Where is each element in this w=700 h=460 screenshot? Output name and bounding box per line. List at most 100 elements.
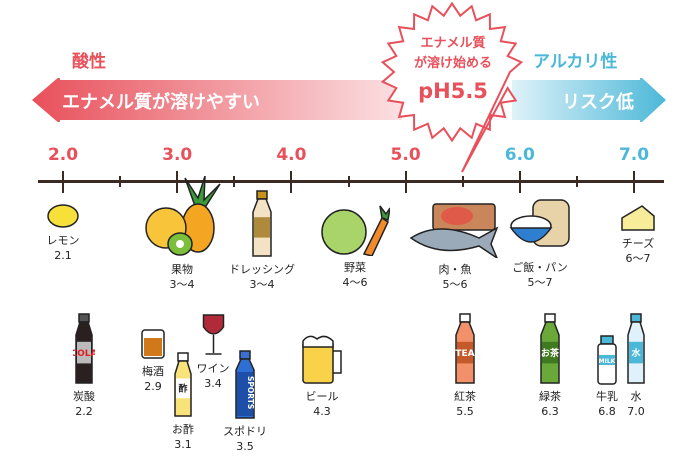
item-name: ワイン: [196, 362, 230, 375]
item-ph: 3.4: [204, 377, 222, 390]
item-ph: 3〜4: [249, 278, 275, 291]
item-name: 肉・魚: [438, 263, 472, 276]
burst-line-1: エナメル質: [420, 36, 486, 51]
food-item: 果物 3〜4: [140, 176, 224, 292]
tick-label: 6.0: [504, 145, 535, 165]
minor-tick: [233, 176, 236, 187]
tick-label: 3.0: [162, 145, 193, 165]
tick-label: 2.0: [47, 145, 79, 165]
item-name: 水: [630, 390, 642, 403]
drink-item: 酢お酢 3.1: [172, 352, 194, 452]
item-name: 野菜: [344, 261, 366, 274]
drink-item: 水水 7.0: [625, 313, 647, 419]
green-tea-bottle-icon: お茶: [538, 313, 562, 385]
beer-mug-icon: [299, 333, 345, 385]
ph55-burst: [380, 1, 524, 173]
cola-bottle-icon: COLA: [73, 313, 95, 385]
drink-item: SPORTS スポドリ 3.5: [223, 350, 267, 454]
minor-tick: [575, 176, 578, 187]
tick-label: 4.0: [276, 145, 307, 165]
wine-glass-icon: [197, 313, 230, 357]
item-ph: 2.9: [144, 380, 162, 393]
item-name: チーズ: [621, 237, 655, 250]
bottle-label-text: COLA: [73, 349, 95, 359]
item-ph: 3.1: [174, 438, 192, 451]
acid-label: 酸性: [72, 52, 106, 72]
item-name: スポドリ: [223, 425, 267, 438]
alkaline-band-text: リスク低: [562, 92, 634, 113]
drink-item: MILK 牛乳 6.8: [596, 335, 618, 419]
acid-band-text: エナメル質が溶けやすい: [62, 92, 260, 113]
minor-tick: [119, 176, 122, 187]
bottle-label-text: SPORTS: [246, 376, 255, 409]
bottle-label-text: 水: [631, 347, 641, 359]
drink-item: TEA 紅茶 5.5: [453, 313, 477, 419]
vinegar-bottle-icon: 酢: [172, 352, 194, 418]
item-name: 紅茶: [454, 390, 476, 403]
drink-item: お茶緑茶 6.3: [538, 313, 562, 419]
food-item: レモン 2.1: [46, 203, 80, 263]
food-item: チーズ 6〜7: [618, 204, 658, 266]
ph-gradient-arrow: [32, 78, 666, 122]
item-ph: 4.3: [313, 405, 331, 418]
item-ph: 6.8: [598, 405, 616, 418]
burst-line-2: が溶け始める: [413, 56, 492, 71]
meat-fish-icon: [409, 202, 501, 258]
drink-item: ワイン 3.4: [197, 313, 230, 391]
item-ph: 2.2: [75, 405, 93, 418]
item-ph: 6.3: [541, 405, 559, 418]
food-item: 肉・魚 5〜6: [409, 202, 501, 292]
ph-axis-line: [38, 180, 664, 183]
item-ph: 4〜6: [342, 276, 368, 289]
bottle-label-text: MILK: [599, 358, 616, 365]
drink-item: COLA 炭酸 2.2: [73, 313, 95, 419]
tick-label: 5.0: [390, 145, 421, 165]
bottle-label-text: お茶: [541, 347, 560, 359]
water-bottle-icon: 水: [625, 313, 647, 385]
item-ph: 5.5: [456, 405, 474, 418]
item-ph: 6〜7: [625, 252, 651, 265]
drink-item: ビール 4.3: [299, 333, 345, 419]
minor-tick: [461, 176, 464, 187]
umeshu-glass-icon: [139, 328, 167, 360]
item-name: ドレッシング: [229, 263, 295, 276]
major-tick: [633, 171, 635, 193]
drink-item: 梅酒 2.9: [139, 328, 167, 394]
item-ph: 3.5: [236, 440, 254, 453]
item-name: 炭酸: [73, 390, 95, 403]
burst-text: エナメル質 が溶け始める pH5.5: [378, 34, 528, 108]
item-ph: 5〜6: [442, 278, 468, 291]
vegetables-icon: [320, 204, 390, 256]
item-ph: 7.0: [627, 405, 645, 418]
major-tick: [404, 171, 407, 193]
item-name: 果物: [171, 263, 193, 276]
item-name: お酢: [172, 423, 194, 436]
bottle-label-text: 酢: [178, 383, 187, 395]
item-ph: 3〜4: [169, 278, 195, 291]
major-tick: [176, 171, 179, 193]
item-name: ご飯・パン: [512, 261, 568, 274]
tea-bottle-icon: TEA: [453, 313, 477, 385]
lemon-icon: [46, 203, 80, 229]
item-ph: 5〜7: [527, 276, 553, 289]
dressing-bottle-icon: [229, 190, 295, 258]
bottle-label-text: TEA: [455, 349, 474, 359]
food-item: ご飯・パン 5〜7: [507, 198, 573, 290]
item-name: 緑茶: [539, 390, 561, 403]
food-item: 野菜 4〜6: [320, 204, 390, 290]
food-item: ドレッシング 3〜4: [229, 190, 295, 292]
item-name: 牛乳: [596, 390, 618, 403]
major-tick: [290, 171, 293, 193]
rice-bread-icon: [507, 198, 573, 256]
milk-bottle-icon: MILK: [596, 335, 618, 385]
item-name: ビール: [305, 390, 339, 403]
tick-label: 7.0: [618, 145, 650, 165]
item-name: レモン: [46, 234, 80, 247]
sports-drink-icon: SPORTS: [223, 350, 267, 420]
item-name: 梅酒: [142, 365, 164, 378]
major-tick: [62, 171, 64, 193]
item-ph: 2.1: [54, 249, 72, 262]
burst-ph-value: pH5.5: [418, 79, 488, 103]
fruits-icon: [140, 176, 224, 258]
major-tick: [518, 171, 521, 193]
